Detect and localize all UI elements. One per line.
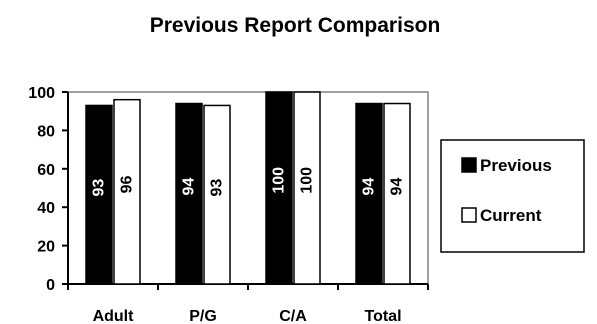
y-tick-label: 0 (46, 277, 55, 294)
category-label: C/A (279, 308, 307, 324)
y-tick-label: 40 (37, 200, 55, 217)
y-tick-label: 100 (28, 85, 55, 102)
data-label: 93 (91, 179, 108, 197)
legend-swatch-previous (461, 157, 477, 173)
bar-current (203, 104, 231, 285)
category-label: Total (364, 308, 401, 324)
bar-previous (265, 91, 293, 285)
data-label: 93 (209, 179, 226, 197)
data-label: 100 (299, 167, 316, 194)
legend: Previous Current (440, 139, 585, 253)
legend-swatch-current (461, 207, 477, 223)
legend-label: Current (480, 206, 542, 225)
data-label: 94 (181, 178, 198, 196)
y-tick-label: 80 (37, 123, 55, 140)
bar-previous (85, 104, 113, 285)
bar-current (293, 91, 321, 285)
bar-current (383, 102, 411, 285)
category-label: P/G (189, 308, 217, 324)
plot-area: 0 20 40 60 80 100 Adult 93 96 P/G 94 93 C/A 100 100 Tot… (28, 85, 429, 324)
data-label: 100 (271, 167, 288, 194)
bar-previous (175, 102, 203, 285)
data-label: 94 (389, 178, 406, 196)
category-label: Adult (93, 308, 135, 324)
legend-label: Previous (480, 156, 552, 175)
data-label: 96 (119, 175, 136, 193)
y-tick-label: 60 (37, 162, 55, 179)
chart-title: Previous Report Comparison (150, 14, 441, 37)
bar-previous (355, 102, 383, 285)
y-tick-label: 20 (37, 239, 55, 256)
data-label: 94 (361, 178, 378, 196)
bar-current (113, 98, 141, 285)
